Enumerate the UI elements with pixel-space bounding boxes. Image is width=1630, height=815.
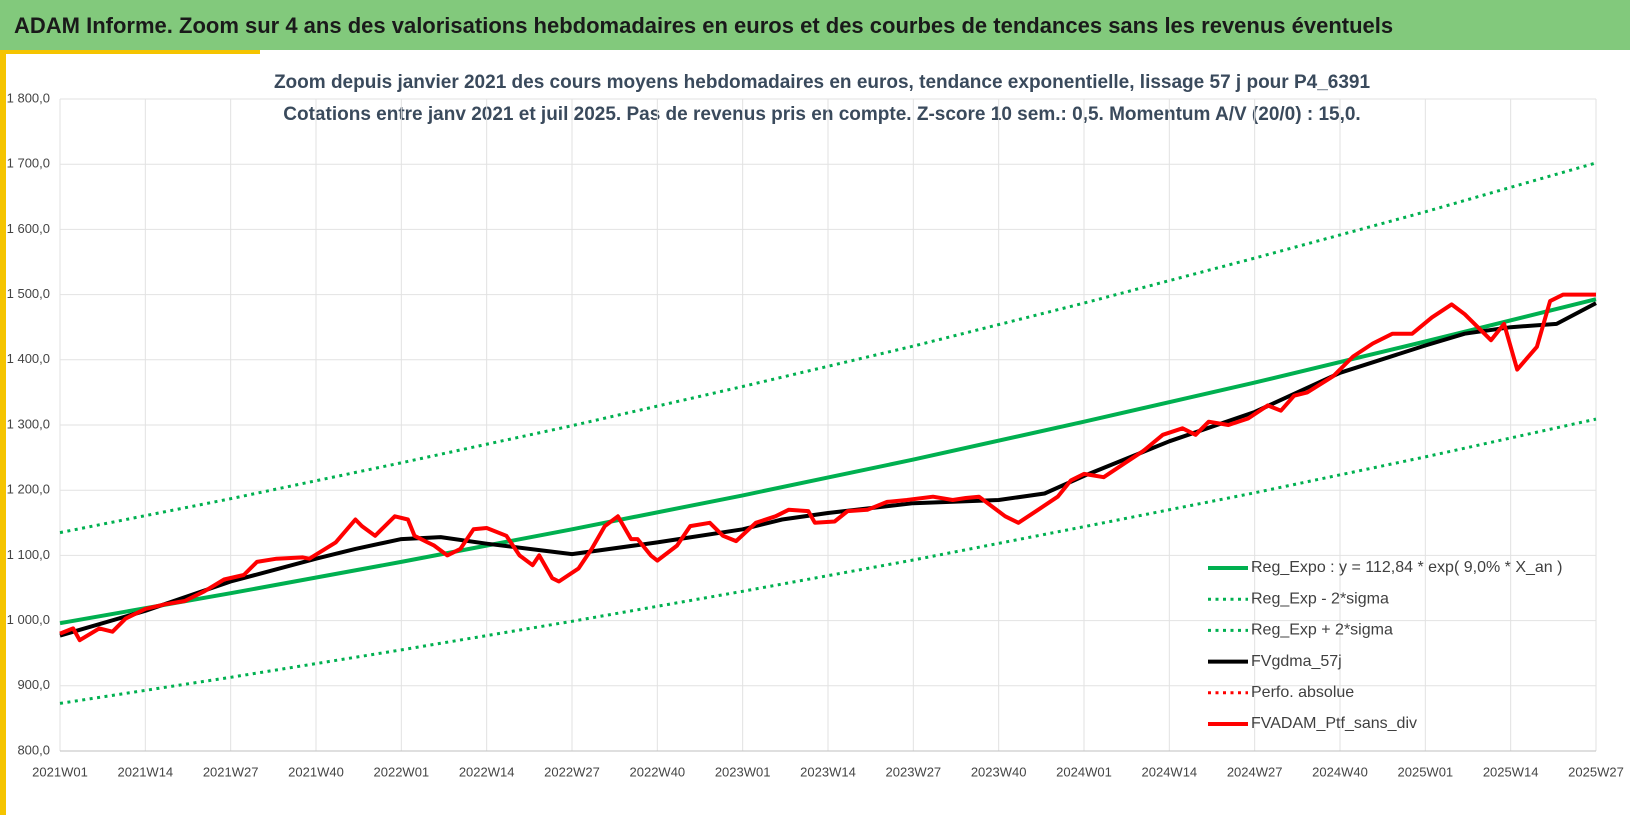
header-title: ADAM Informe. Zoom sur 4 ans des valoris… xyxy=(14,13,1394,38)
x-tick-label: 2022W01 xyxy=(374,764,430,779)
x-tick-label: 2022W27 xyxy=(544,764,600,779)
y-tick-label: 1 400,0 xyxy=(7,351,50,366)
accent-bar xyxy=(0,50,6,815)
series-line xyxy=(59,297,1597,626)
y-tick-label: 1 000,0 xyxy=(7,612,50,627)
chart-title: Zoom depuis janvier 2021 des cours moyen… xyxy=(274,72,1371,93)
y-tick-label: 1 600,0 xyxy=(7,221,50,236)
x-tick-label: 2025W27 xyxy=(1568,764,1624,779)
chart-subtitle: Cotations entre janv 2021 et juil 2025. … xyxy=(283,104,1360,125)
x-tick-label: 2021W27 xyxy=(203,764,259,779)
x-tick-label: 2022W14 xyxy=(459,764,515,779)
x-tick-label: 2024W14 xyxy=(1142,764,1198,779)
series-line xyxy=(59,417,1597,705)
y-tick-label: 1 300,0 xyxy=(7,416,50,431)
header-bar: ADAM Informe. Zoom sur 4 ans des valoris… xyxy=(0,0,1630,50)
x-tick-label: 2023W14 xyxy=(800,764,856,779)
legend-label: FVgdma_57j xyxy=(1251,653,1342,670)
legend-label: Reg_Expo : y = 112,84 * exp( 9,0% * X_an… xyxy=(1251,559,1562,576)
accent-bar xyxy=(0,50,260,54)
y-tick-label: 1 100,0 xyxy=(7,547,50,562)
x-tick-label: 2021W14 xyxy=(118,764,174,779)
x-tick-label: 2024W27 xyxy=(1227,764,1283,779)
y-tick-label: 1 200,0 xyxy=(7,482,50,497)
x-tick-label: 2023W40 xyxy=(971,764,1027,779)
x-tick-label: 2021W01 xyxy=(32,764,88,779)
y-tick-label: 900,0 xyxy=(17,677,50,692)
x-tick-label: 2024W40 xyxy=(1312,764,1368,779)
series-line xyxy=(59,292,1596,643)
y-tick-label: 1 500,0 xyxy=(7,286,50,301)
x-tick-label: 2022W40 xyxy=(630,764,686,779)
x-tick-label: 2024W01 xyxy=(1056,764,1112,779)
legend-label: Reg_Exp + 2*sigma xyxy=(1251,622,1393,639)
legend-label: Reg_Exp - 2*sigma xyxy=(1251,590,1389,607)
x-tick-label: 2025W14 xyxy=(1483,764,1539,779)
legend-label: Perfo. absolue xyxy=(1251,684,1354,701)
y-tick-label: 1 700,0 xyxy=(7,156,50,171)
x-tick-label: 2025W01 xyxy=(1398,764,1454,779)
y-tick-label: 1 800,0 xyxy=(7,90,50,105)
series-line xyxy=(59,301,1597,638)
series-line xyxy=(59,161,1597,535)
legend-label: FVADAM_Ptf_sans_div xyxy=(1251,715,1417,732)
y-tick-label: 800,0 xyxy=(17,742,50,757)
x-tick-label: 2023W01 xyxy=(715,764,771,779)
x-tick-label: 2021W40 xyxy=(288,764,344,779)
x-tick-label: 2023W27 xyxy=(886,764,942,779)
